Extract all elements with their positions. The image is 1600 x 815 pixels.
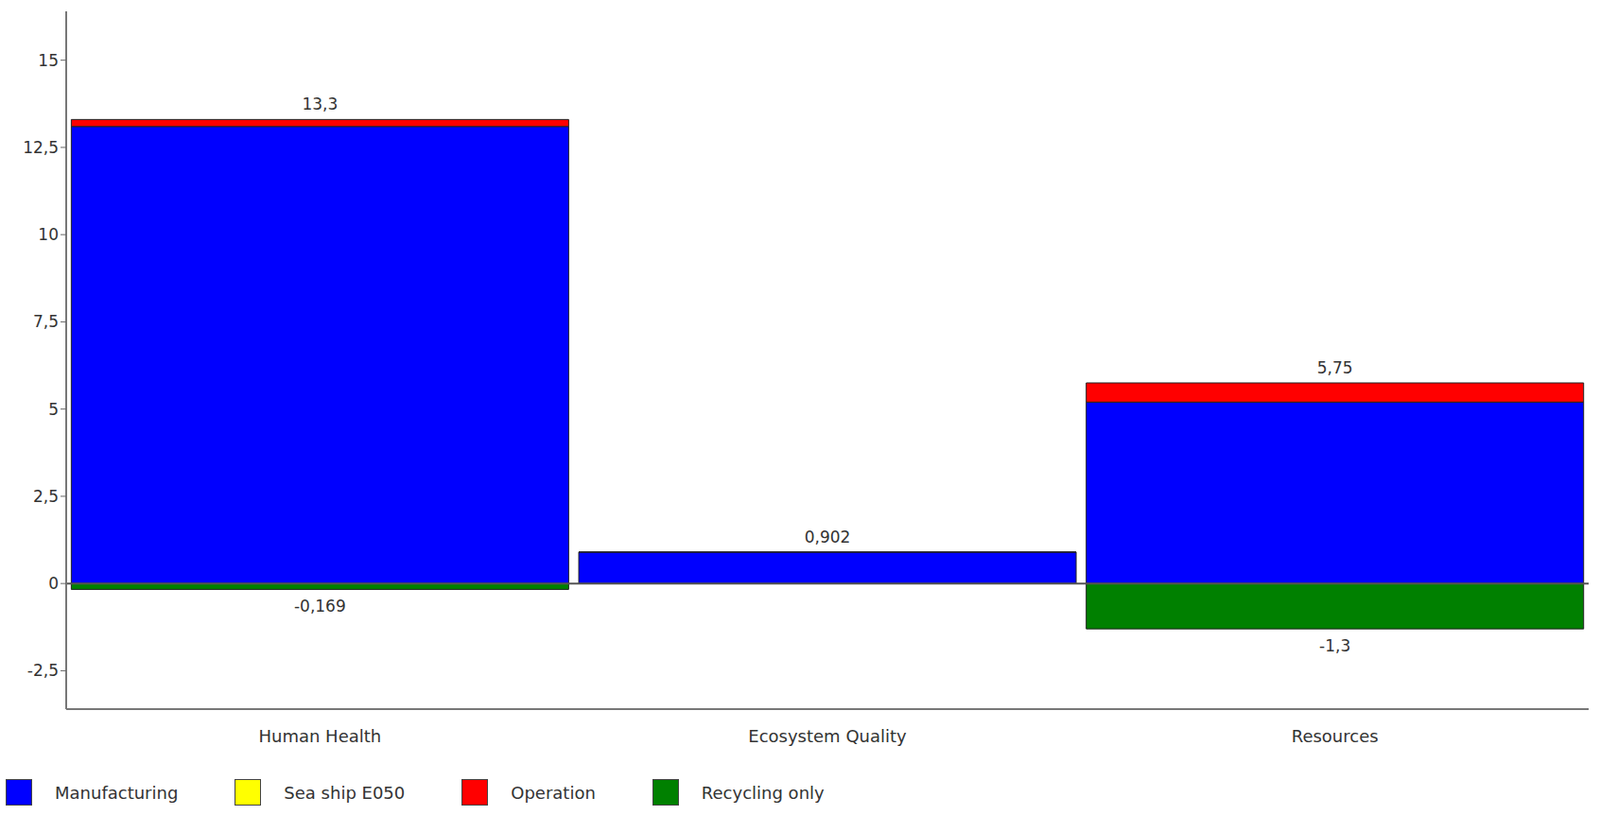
svg-text:0,902: 0,902: [804, 527, 852, 547]
svg-text:-1,3: -1,3: [1319, 636, 1351, 656]
svg-text:15: 15: [37, 51, 59, 70]
html-text:Recycling only: Recycling only: [701, 782, 825, 803]
html-text:Operation: Operation: [510, 782, 596, 803]
svg-text:Resources: Resources: [1291, 726, 1379, 747]
svg-text:7,5: 7,5: [33, 312, 59, 331]
svg-text:-0,169: -0,169: [294, 596, 347, 616]
svg-text:Human Health: Human Health: [258, 726, 382, 747]
svg-text:13,3: 13,3: [301, 94, 338, 114]
html-text:Sea ship E050: Sea ship E050: [283, 782, 406, 803]
svg-text:12,5: 12,5: [22, 138, 59, 157]
svg-text:10: 10: [37, 225, 59, 244]
svg-text:2,5: 2,5: [33, 486, 59, 506]
svg-text:Ecosystem Quality: Ecosystem Quality: [747, 726, 907, 747]
svg-text:5: 5: [48, 400, 59, 419]
svg-text:5,75: 5,75: [1317, 358, 1354, 378]
html-text:Manufacturing: Manufacturing: [54, 782, 179, 803]
svg-text:-2,5: -2,5: [27, 660, 59, 680]
svg-text:0: 0: [48, 573, 59, 593]
